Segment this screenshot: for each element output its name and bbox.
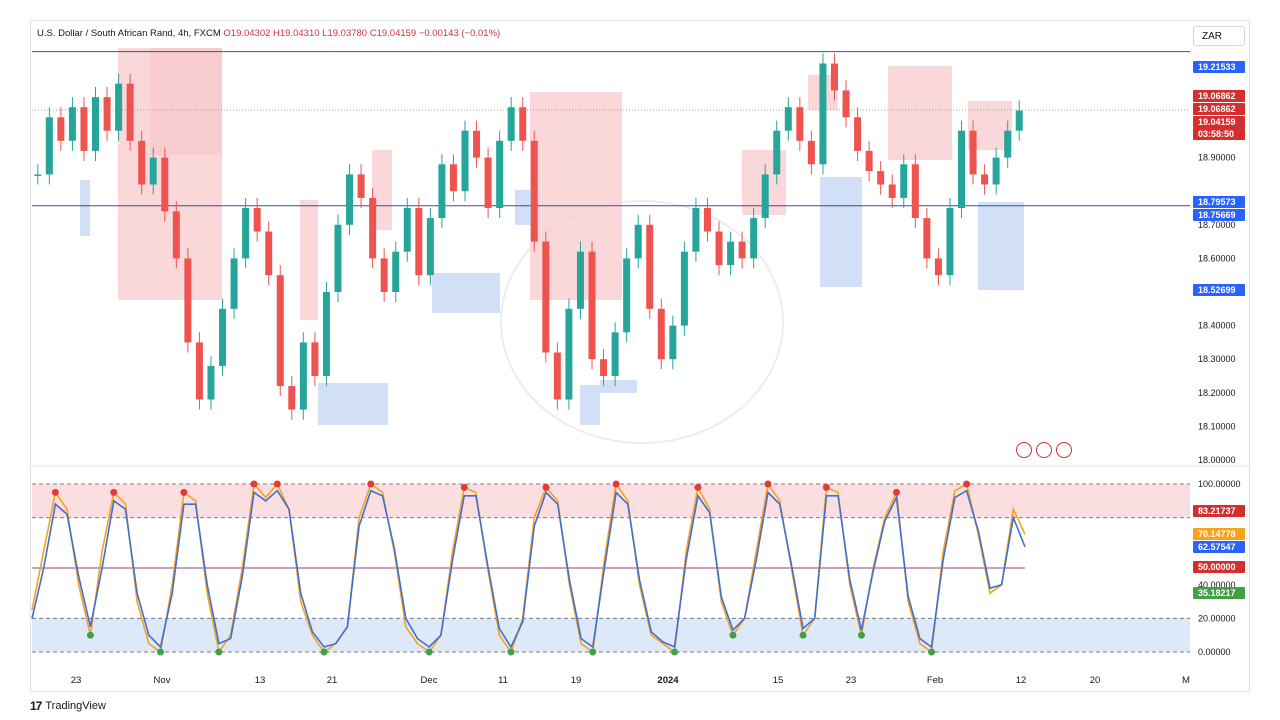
- chart-frame: [30, 20, 1250, 692]
- tradingview-logo-icon: 17: [30, 699, 42, 713]
- symbol-title: U.S. Dollar / South African Rand, 4h, FX…: [37, 28, 221, 39]
- watermark-logo: [500, 200, 784, 444]
- indicator-flag-icon[interactable]: [1056, 442, 1072, 458]
- ohlc-values: O19.04302 H19.04310 L19.03780 C19.04159 …: [223, 28, 501, 39]
- indicator-icons: [1016, 442, 1072, 458]
- currency-button[interactable]: ZAR: [1193, 26, 1245, 46]
- indicator-flag-icon[interactable]: [1016, 442, 1032, 458]
- tradingview-brand: TradingView: [45, 700, 106, 712]
- chart-header: U.S. Dollar / South African Rand, 4h, FX…: [37, 28, 500, 39]
- tradingview-footer[interactable]: 17 TradingView: [30, 699, 106, 713]
- indicator-flag-icon[interactable]: [1036, 442, 1052, 458]
